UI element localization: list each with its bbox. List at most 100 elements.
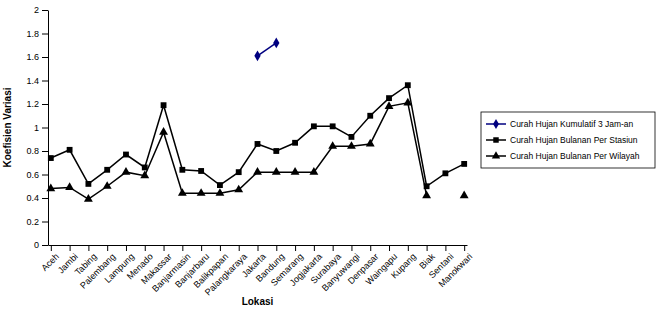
- y-axis-line: [48, 11, 49, 246]
- series-marker: [330, 123, 336, 129]
- series-marker: [123, 152, 129, 158]
- series-marker: [273, 148, 279, 154]
- series-marker: [103, 181, 112, 189]
- y-tick: 0.8: [26, 146, 48, 156]
- series-marker: [311, 123, 317, 129]
- series-marker: [292, 140, 298, 146]
- series-marker: [234, 185, 243, 193]
- series-marker: [386, 95, 392, 101]
- series-marker: [328, 141, 337, 149]
- series-line: [51, 85, 464, 186]
- y-tick: 0.4: [26, 193, 48, 203]
- y-tick-mark: [42, 175, 48, 176]
- x-tick-mark: [314, 245, 315, 251]
- series-marker: [85, 181, 91, 187]
- y-tick: 1.6: [26, 52, 48, 62]
- x-tick-mark: [70, 245, 71, 251]
- y-tick: 0.2: [26, 217, 48, 227]
- series-marker: [179, 167, 185, 173]
- x-tick-mark: [464, 245, 465, 251]
- y-tick-label: 1.8: [26, 29, 39, 39]
- series-marker: [197, 188, 206, 196]
- x-tick: Waingapu: [364, 245, 399, 287]
- y-tick-label: 1.6: [26, 52, 39, 62]
- y-tick-label: 2: [34, 5, 39, 15]
- series-marker: [254, 50, 260, 61]
- y-tick-mark: [42, 57, 48, 58]
- series-marker: [349, 134, 355, 140]
- x-tick-mark: [239, 245, 240, 251]
- y-tick: 0: [34, 240, 48, 250]
- series-marker: [178, 188, 187, 196]
- series-marker: [253, 167, 262, 175]
- x-tick-mark: [107, 245, 108, 251]
- y-tick-label: 0.6: [26, 170, 39, 180]
- legend-marker: [493, 119, 499, 129]
- x-tick-mark: [408, 245, 409, 251]
- y-tick-label: 0.4: [26, 193, 39, 203]
- series-marker: [215, 188, 224, 196]
- y-tick: 2: [34, 5, 48, 15]
- y-tick-label: 1.4: [26, 76, 39, 86]
- x-tick-label: Kupang: [389, 251, 418, 280]
- y-tick-label: 1: [34, 123, 39, 133]
- legend-label: Curah Hujan Bulanan Per Wilayah: [510, 151, 640, 161]
- x-tick-mark: [201, 245, 202, 251]
- series-marker: [236, 169, 242, 175]
- series-marker: [159, 127, 168, 135]
- series-marker: [48, 155, 54, 161]
- x-tick-mark: [276, 245, 277, 251]
- y-tick-mark: [42, 198, 48, 199]
- series-marker: [104, 167, 110, 173]
- x-tick-mark: [220, 245, 221, 251]
- y-tick-label: 0: [34, 240, 39, 250]
- series-marker: [347, 141, 356, 149]
- y-tick-mark: [42, 34, 48, 35]
- x-tick-mark: [333, 245, 334, 251]
- x-tick-mark: [258, 245, 259, 251]
- x-tick-mark: [445, 245, 446, 251]
- y-tick: 1.8: [26, 29, 48, 39]
- series-marker: [255, 141, 261, 147]
- y-tick-mark: [42, 151, 48, 152]
- series-marker: [309, 167, 318, 175]
- y-tick-label: 0.2: [26, 217, 39, 227]
- series-marker: [385, 101, 394, 109]
- x-tick-mark: [295, 245, 296, 251]
- x-tick-mark: [88, 245, 89, 251]
- y-tick-mark: [42, 81, 48, 82]
- x-tick: Manokwari: [437, 245, 475, 289]
- y-axis-title: Koefisien Variasi: [2, 87, 13, 167]
- x-tick-mark: [370, 245, 371, 251]
- series-marker: [46, 183, 55, 191]
- y-tick-mark: [42, 245, 48, 246]
- legend-label: Curah Hujan Bulanan Per Stasiun: [510, 135, 638, 145]
- series-group: [46, 37, 468, 201]
- y-tick-mark: [42, 222, 48, 223]
- legend-label: Curah Hujan Kumulatif 3 Jam-an: [510, 119, 634, 129]
- series-marker: [291, 167, 300, 175]
- y-tick-mark: [42, 128, 48, 129]
- x-tick-mark: [182, 245, 183, 251]
- y-tick: 1.4: [26, 76, 48, 86]
- plot: 00.20.40.60.811.21.41.61.82AcehJambiTabi…: [26, 5, 474, 297]
- legend-marker: [493, 137, 498, 142]
- series-line: [258, 43, 277, 56]
- x-tick-label: Manokwari: [437, 251, 475, 289]
- y-tick: 1.2: [26, 99, 48, 109]
- x-tick-mark: [351, 245, 352, 251]
- legend: Curah Hujan Kumulatif 3 Jam-an Curah Huja…: [481, 112, 655, 168]
- x-tick-mark: [51, 245, 52, 251]
- x-tick-mark: [145, 245, 146, 251]
- legend-box: [481, 112, 655, 168]
- x-tick-mark: [126, 245, 127, 251]
- series-marker: [460, 191, 469, 199]
- y-tick-mark: [42, 104, 48, 105]
- series-marker: [405, 82, 411, 88]
- series-marker: [67, 147, 73, 153]
- x-tick-mark: [427, 245, 428, 251]
- y-tick-label: 1.2: [26, 99, 39, 109]
- series-marker: [403, 98, 412, 106]
- x-tick-mark: [389, 245, 390, 251]
- series-marker: [122, 167, 131, 175]
